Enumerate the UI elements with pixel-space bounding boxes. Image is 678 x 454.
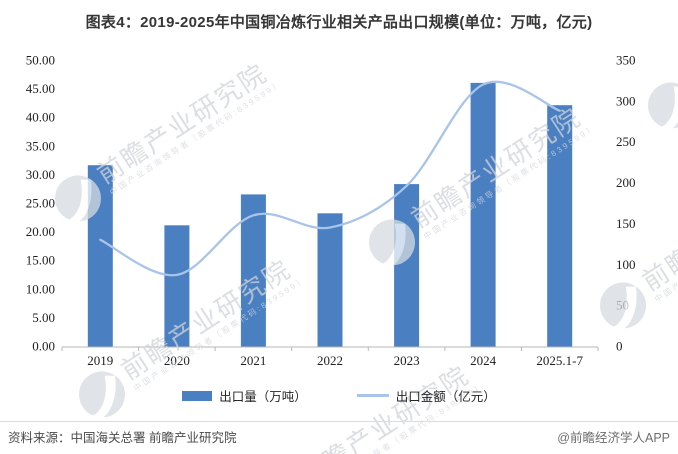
bar-2020 — [164, 225, 190, 347]
x-axis-label-2021: 2021 — [240, 353, 266, 368]
legend-label-export-volume: 出口量（万吨） — [219, 390, 307, 404]
credit-text: @前瞻经济学人APP — [557, 430, 670, 445]
y-axis-left-tick: 25.00 — [26, 196, 55, 211]
chart-title: 图表4：2019-2025年中国铜冶炼行业相关产品出口规模(单位：万吨，亿元) — [85, 14, 593, 31]
chart-legend: 出口量（万吨） 出口金额（亿元） — [0, 386, 678, 405]
y-axis-right-tick: 50 — [616, 298, 629, 313]
bar-2019 — [87, 165, 113, 347]
y-axis-left-tick: 45.00 — [26, 81, 55, 96]
y-axis-left-tick: 0.00 — [32, 339, 55, 354]
y-axis-left-tick: 50.00 — [26, 53, 55, 68]
bar-swatch-icon — [182, 390, 213, 401]
x-axis-label-2019: 2019 — [87, 353, 113, 368]
y-axis-right-tick: 200 — [616, 175, 636, 190]
y-axis-left-tick: 15.00 — [26, 253, 55, 268]
footer: 资料来源：中国海关总署 前瞻产业研究院 @前瞻经济学人APP — [0, 421, 678, 454]
y-axis-left-tick: 35.00 — [26, 138, 55, 153]
y-axis-left-tick: 20.00 — [26, 224, 55, 239]
y-axis-right-tick: 150 — [616, 216, 636, 231]
legend-label-export-value: 出口金额（亿元） — [395, 390, 496, 404]
bar-2022 — [317, 213, 343, 347]
combo-chart: 50.00 45.00 40.00 35.00 30.00 25.00 20.00 15.00… — [26, 53, 636, 369]
legend-item-export-value: 出口金额（亿元） — [356, 386, 496, 405]
y-axis-right-tick: 100 — [616, 257, 636, 272]
x-axis-label-2025.1-7: 2025.1-7 — [536, 353, 583, 368]
y-axis-right-tick: 250 — [616, 134, 636, 149]
bar-2024 — [470, 82, 496, 348]
y-axis-left-tick: 30.00 — [26, 167, 55, 182]
bar-2025.1-7 — [547, 105, 573, 347]
x-axis-label-2020: 2020 — [164, 353, 190, 368]
y-axis-left-tick: 40.00 — [26, 110, 55, 125]
source-text: 资料来源：中国海关总署 前瞻产业研究院 — [8, 430, 237, 445]
x-axis-label-2023: 2023 — [394, 353, 420, 368]
line-export-value — [99, 80, 561, 277]
bar-2023 — [394, 184, 420, 347]
x-axis-label-2022: 2022 — [317, 353, 343, 368]
legend-item-export-volume: 出口量（万吨） — [182, 386, 307, 405]
line-swatch-icon — [356, 394, 389, 397]
bar-2021 — [240, 194, 266, 347]
y-axis-right-tick: 0 — [616, 339, 623, 354]
x-axis-label-2024: 2024 — [470, 353, 497, 368]
y-axis-left-tick: 10.00 — [26, 281, 55, 296]
y-axis-right-tick: 300 — [616, 93, 636, 108]
y-axis-left-tick: 5.00 — [32, 310, 55, 325]
y-axis-right-tick: 350 — [616, 53, 636, 68]
